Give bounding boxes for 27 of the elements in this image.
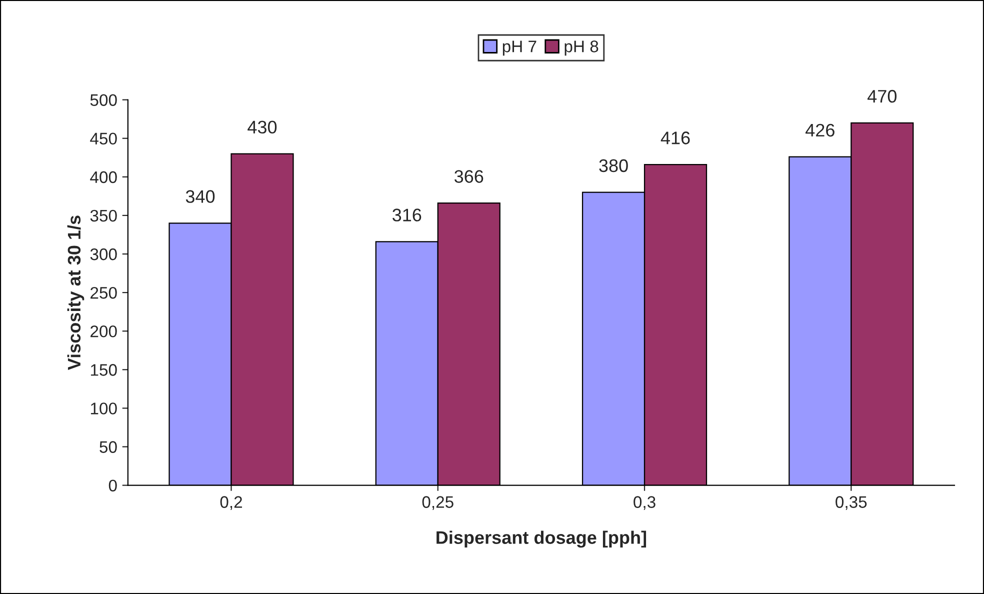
y-tick-label: 150 [90, 364, 117, 376]
y-axis-title: Viscosity at 30 1/s [67, 216, 84, 370]
x-tick-label: 0,25 [422, 496, 454, 510]
x-tick-label: 0,35 [836, 496, 867, 510]
data-label: 366 [454, 170, 484, 183]
data-label: 470 [868, 90, 897, 103]
y-tick-label: 200 [90, 325, 117, 338]
y-tick-label: 450 [90, 132, 117, 145]
data-label: 316 [392, 208, 422, 222]
data-label: 340 [186, 190, 215, 203]
data-label: 426 [806, 124, 834, 137]
y-tick-label: 250 [90, 286, 117, 299]
x-tick-label: 0,3 [634, 496, 656, 510]
data-label: 430 [248, 120, 277, 134]
y-tick-label: 400 [90, 171, 117, 184]
y-tick-label: 50 [100, 441, 117, 453]
data-label: 380 [599, 159, 628, 172]
y-tick-label: 0 [108, 480, 117, 492]
x-axis-title: Dispersant dosage [pph] [436, 530, 646, 548]
legend-label: pH 7 [502, 40, 536, 56]
y-tick-label: 350 [90, 210, 117, 222]
x-tick-label: 0,2 [220, 496, 242, 510]
y-tick-label: 500 [90, 94, 117, 106]
data-label: 416 [660, 132, 690, 144]
y-tick-label: 300 [90, 248, 117, 260]
legend-label: pH 8 [564, 40, 598, 56]
y-tick-label: 100 [90, 402, 117, 414]
